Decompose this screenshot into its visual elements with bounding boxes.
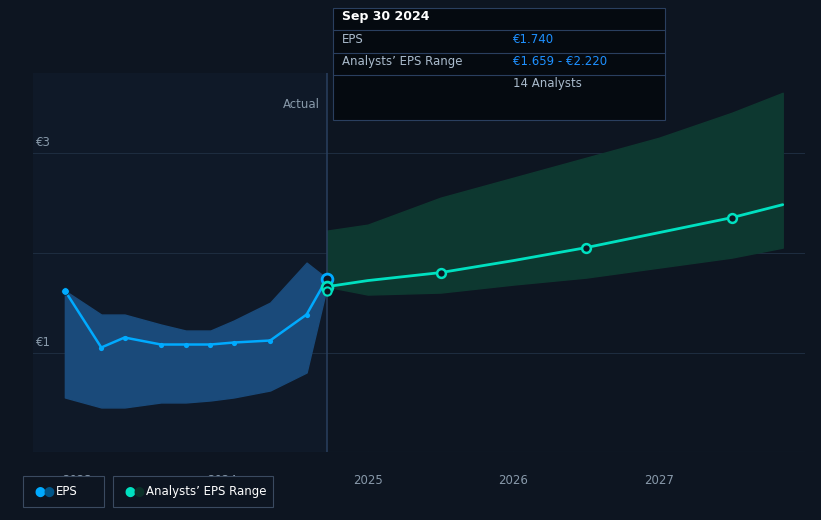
Text: €1.659 - €2.220: €1.659 - €2.220 [513,55,608,68]
Point [227,339,241,347]
Text: EPS: EPS [342,33,364,46]
Text: Analysts’ EPS Range: Analysts’ EPS Range [342,55,463,68]
Point [118,333,131,342]
Text: 2026: 2026 [498,474,528,487]
Point [320,282,333,291]
Point [58,287,71,295]
Point [320,287,333,295]
Text: Analysts Forecasts: Analysts Forecasts [338,98,448,111]
Point [94,343,108,352]
Text: 14 Analysts: 14 Analysts [513,77,582,90]
Text: ⬤: ⬤ [125,486,135,497]
Point [725,214,738,222]
Text: €3: €3 [36,136,51,149]
Text: 2024: 2024 [207,474,237,487]
Text: ⬤: ⬤ [44,486,54,497]
Point [300,310,313,319]
Point [179,341,192,349]
Text: 2027: 2027 [644,474,674,487]
Text: €1: €1 [36,335,51,348]
Bar [33,73,327,452]
Point [264,336,277,345]
Point [580,243,593,252]
Text: ⬤: ⬤ [134,486,144,497]
Point [204,341,217,349]
Point [434,268,447,277]
Text: Sep 30 2024: Sep 30 2024 [342,10,430,23]
Text: 2023: 2023 [62,474,91,487]
Point [154,341,167,349]
Text: 2025: 2025 [353,474,383,487]
Text: Actual: Actual [282,98,319,111]
Text: EPS: EPS [56,485,77,498]
Text: €1.740: €1.740 [513,33,554,46]
Text: Analysts’ EPS Range: Analysts’ EPS Range [146,485,267,498]
Point [320,275,333,283]
Text: ⬤: ⬤ [34,486,45,497]
